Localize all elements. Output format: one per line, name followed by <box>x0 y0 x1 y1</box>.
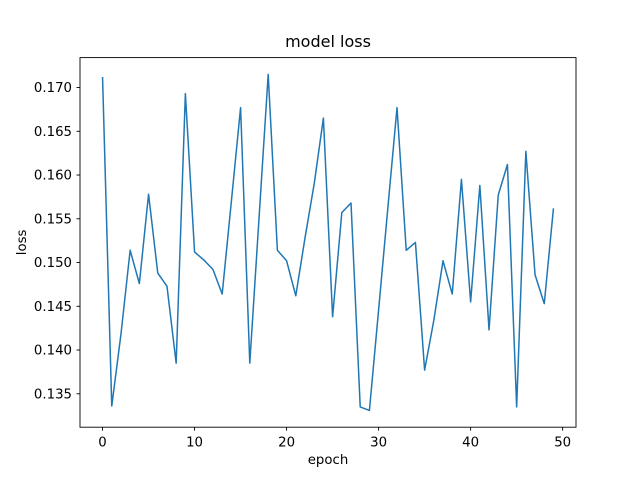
x-tick-label: 0 <box>98 436 106 451</box>
x-axis-label: epoch <box>308 453 349 468</box>
y-tick-label: 0.150 <box>34 256 72 271</box>
y-tick-label: 0.135 <box>34 387 72 402</box>
y-tick-label: 0.140 <box>34 344 72 359</box>
chart-title: model loss <box>285 32 371 51</box>
y-tick-label: 0.170 <box>34 81 72 96</box>
y-axis-label: loss <box>15 229 30 255</box>
x-tick-label: 30 <box>370 436 387 451</box>
y-tick-label: 0.145 <box>34 300 72 315</box>
x-tick-label: 50 <box>554 436 571 451</box>
loss-line <box>101 73 555 412</box>
y-tick-label: 0.155 <box>34 212 72 227</box>
x-tick-label: 40 <box>462 436 479 451</box>
x-tick-label: 20 <box>278 436 295 451</box>
x-axis-ticks: 0 10 20 30 40 50 <box>98 427 571 451</box>
y-axis-ticks: 0.135 0.140 0.145 0.150 0.155 0.160 0.165 0.170 <box>34 81 80 402</box>
plot-border <box>79 57 577 428</box>
x-tick-label: 10 <box>186 436 203 451</box>
y-tick-label: 0.160 <box>34 169 72 184</box>
y-tick-label: 0.165 <box>34 125 72 140</box>
